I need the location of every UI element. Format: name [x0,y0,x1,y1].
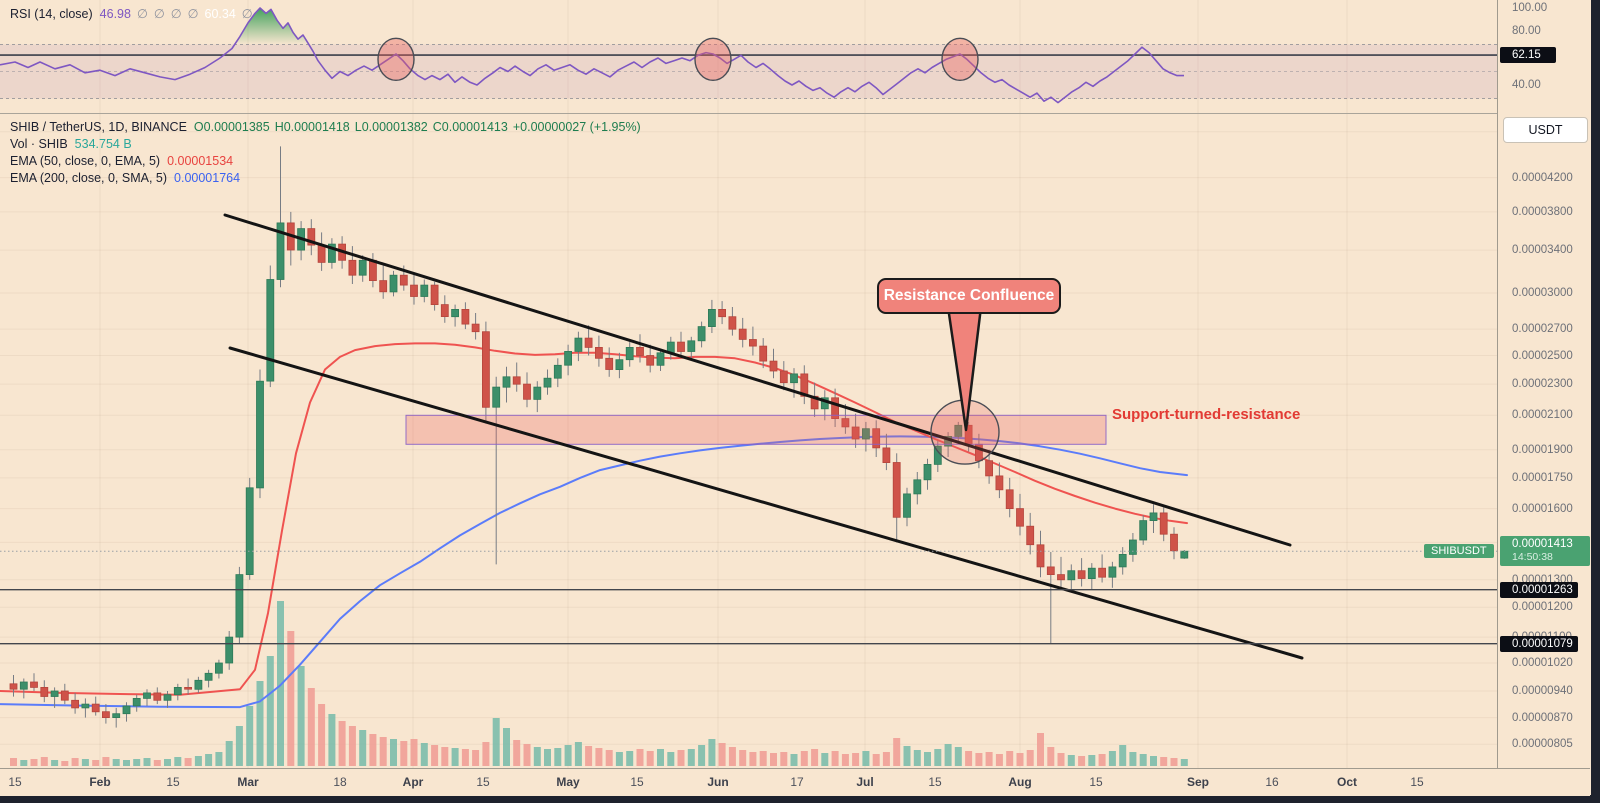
ohlc-field: C0.00001413 [432,120,508,134]
time-axis-label: Mar [237,775,259,789]
price-axis-label: 0.00000870 [1512,711,1573,724]
time-axis[interactable]: 15 Feb 15 Mar 18 Apr 15 May 15 Jun 17 Jul 15 Aug 15 Sep… [0,768,1590,796]
time-axis-label: May [556,775,580,789]
time-axis-label: Oct [1336,775,1358,789]
symbol-price-tag: SHIBUSDT [1424,544,1494,559]
last-price-value: 0.00001413 [1512,538,1573,551]
time-axis-label: Sep [1186,775,1210,789]
price-axis-label: 0.00001020 [1512,657,1573,670]
time-axis-label: 15 [1089,775,1103,789]
rsi-axis-label: 80.00 [1512,25,1541,37]
volume-legend[interactable]: Vol · SHIB 534.754 B [10,137,132,151]
price-axis-label: 0.00002700 [1512,323,1573,336]
candle-countdown: 14:50:38 [1512,551,1553,564]
time-axis-label: 15 [166,775,180,789]
resistance-confluence-callout[interactable]: Resistance Confluence [877,278,1061,314]
rsi-level-badge: 62.15 [1500,47,1556,64]
volume-label: Vol · SHIB [10,137,68,151]
rsi-legend-value: 46.98 [99,7,131,21]
price-level-badge: 0.00001079 [1500,635,1578,652]
ema200-legend[interactable]: EMA (200, close, 0, SMA, 5) 0.00001764 [10,171,240,185]
time-axis-label: 15 [1410,775,1424,789]
rsi-legend-value: ∅ [241,7,253,21]
ema50-line [0,342,1188,696]
ohlc-field: H0.00001418 [274,120,350,134]
price-axis-label: 0.00003800 [1512,205,1573,218]
rsi-band [0,44,1497,99]
time-axis-label: 16 [1265,775,1279,789]
rsi-axis-label: 40.00 [1512,79,1541,91]
time-axis-label: Aug [1008,775,1032,789]
symbol-title: SHIB / TetherUS, 1D, BINANCE [10,120,187,134]
ohlc-field: +0.00000027 (+1.95%) [512,120,641,134]
resistance-zone[interactable] [405,414,1107,445]
ema50-label: EMA (50, close, 0, EMA, 5) [10,154,161,168]
price-axis-label: 0.00001600 [1512,502,1573,515]
price-axis-label: 0.00004200 [1512,171,1573,184]
price-axis-label: 0.00003000 [1512,287,1573,299]
rsi-legend[interactable]: RSI (14, close) 46.98 ∅ ∅ ∅ ∅ 60.34 ∅ [10,6,259,22]
rsi-legend-title: RSI (14, close) [10,6,93,21]
time-axis-label: 15 [476,775,490,789]
rsi-legend-values: 46.98 ∅ ∅ ∅ ∅ 60.34 ∅ [100,6,259,21]
rsi-legend-value: ∅ [170,7,182,21]
time-axis-label: 18 [333,775,347,789]
time-axis-label: 15 [928,775,942,789]
rsi-legend-value: ∅ [153,7,165,21]
price-level-badge: 0.00001263 [1500,581,1578,598]
price-axis[interactable]: USDT 62.15 0.00001413 14:50:38 0.0000480… [1497,0,1591,795]
support-turned-resistance-label[interactable]: Support-turned-resistance [1112,406,1301,423]
rsi-line [0,7,1184,104]
ema50-value: 0.00001534 [167,154,234,168]
rsi-legend-value: ∅ [136,7,148,21]
time-axis-label: 15 [630,775,644,789]
volume-value: 534.754 B [74,137,132,151]
ema200-value: 0.00001764 [174,171,241,185]
trendline[interactable] [223,213,1292,547]
ohlc-values: O0.00001385 H0.00001418 L0.00001382 C0.0000… [194,120,646,134]
ohlc-field: L0.00001382 [354,120,428,134]
rsi-axis-label: 100.00 [1512,2,1548,14]
ema50-legend[interactable]: EMA (50, close, 0, EMA, 5) 0.00001534 [10,154,233,168]
time-axis-label: 17 [790,775,804,789]
price-axis-label: 0.00001750 [1512,471,1573,484]
price-axis-label: 0.00001200 [1512,601,1573,614]
trendline[interactable] [228,346,1304,660]
time-axis-label: 15 [8,775,22,789]
ema200-label: EMA (200, close, 0, SMA, 5) [10,171,168,185]
rsi-highlight-ellipse[interactable] [694,37,732,82]
last-price-badge: 0.00001413 14:50:38 [1500,536,1590,567]
rsi-highlight-ellipse[interactable] [377,37,415,82]
price-axis-label: 0.00002500 [1512,349,1573,362]
price-axis-label: 0.00002300 [1512,378,1573,391]
price-axis-label: 0.00000805 [1512,738,1573,751]
rsi-legend-value: ∅ [187,7,199,21]
ohlc-field: O0.00001385 [193,120,270,134]
price-axis-label: 0.00000940 [1512,685,1573,698]
price-axis-label: 0.00002100 [1512,409,1573,422]
rsi-legend-value: 60.34 [204,7,236,21]
ema200-line [0,435,1188,709]
price-axis-label: 0.00003400 [1512,244,1573,257]
time-axis-label: Jun [707,775,729,789]
currency-toggle-button[interactable]: USDT [1503,117,1588,143]
rsi-highlight-ellipse[interactable] [941,37,979,82]
time-axis-label: Jul [856,775,874,789]
symbol-legend[interactable]: SHIB / TetherUS, 1D, BINANCE O0.00001385… [10,120,646,134]
price-axis-label: 0.00001900 [1512,443,1573,456]
time-axis-label: Feb [89,775,111,789]
time-axis-label: Apr [402,775,424,789]
